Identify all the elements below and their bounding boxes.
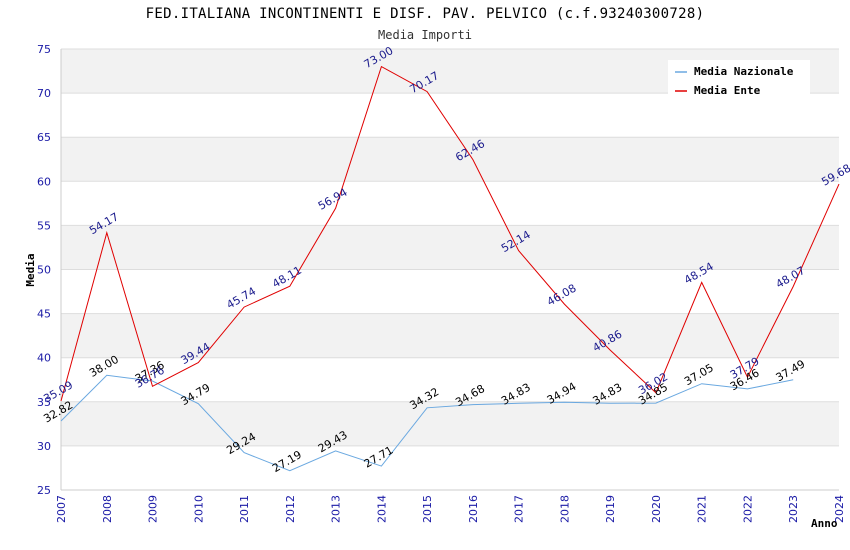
y-tick-label: 35 — [37, 396, 51, 409]
x-tick-label: 2019 — [604, 495, 617, 523]
y-tick-label: 60 — [37, 175, 51, 188]
y-tick-label: 25 — [37, 484, 51, 497]
plot-band — [61, 93, 839, 138]
y-tick-label: 40 — [37, 352, 51, 365]
x-tick-label: 2022 — [741, 495, 754, 523]
grid-lines — [60, 48, 839, 491]
plot-band — [61, 181, 839, 226]
y-tick-label: 65 — [37, 131, 51, 144]
plot-band — [61, 313, 839, 358]
x-tick-label: 2010 — [192, 495, 205, 523]
legend-label-media-ente: Media Ente — [694, 84, 761, 97]
y-axis-ticks: 25 30 35 40 45 50 55 60 65 70 75 — [37, 43, 51, 497]
x-tick-label: 2016 — [467, 495, 480, 523]
x-tick-label: 2017 — [513, 495, 526, 523]
legend-label-media-nazionale: Media Nazionale — [694, 65, 794, 78]
y-axis-label: Media — [24, 253, 37, 286]
y-tick-label: 55 — [37, 219, 51, 232]
y-tick-label: 70 — [37, 87, 51, 100]
x-tick-label: 2007 — [55, 495, 68, 523]
chart-title: FED.ITALIANA INCONTINENTI E DISF. PAV. P… — [146, 6, 705, 22]
x-axis-label: Anno — [811, 517, 838, 530]
series-line-media-ente — [60, 65, 840, 402]
x-tick-label: 2012 — [284, 495, 297, 523]
x-tick-label: 2018 — [558, 495, 571, 523]
x-axis-ticks: 2007 2008 2009 2010 2011 2012 2013 2014 2015 2016… — [55, 495, 846, 523]
x-tick-label: 2009 — [147, 495, 160, 523]
x-tick-label: 2011 — [238, 495, 251, 523]
legend-box — [668, 60, 810, 98]
plot-background — [61, 49, 839, 490]
x-tick-label: 2020 — [650, 495, 663, 523]
x-tick-label: 2021 — [696, 495, 709, 523]
legend: Media Nazionale Media Ente — [668, 60, 810, 98]
x-tick-label: 2024 — [833, 495, 846, 523]
plot-band — [61, 357, 839, 402]
y-tick-label: 50 — [37, 264, 51, 277]
plot-band — [61, 445, 839, 490]
series-line-media-nazionale — [60, 374, 794, 472]
chart-subtitle: Media Importi — [378, 28, 472, 42]
plot-band — [61, 225, 839, 270]
x-tick-label: 2013 — [330, 495, 343, 523]
x-tick-label: 2008 — [101, 495, 114, 523]
plot-band — [61, 401, 839, 446]
y-tick-label: 75 — [37, 43, 51, 56]
x-tick-label: 2014 — [375, 495, 388, 523]
x-tick-label: 2023 — [787, 495, 800, 523]
y-tick-label: 30 — [37, 440, 51, 453]
series-lines — [60, 65, 840, 472]
plot-band — [61, 137, 839, 182]
x-tick-label: 2015 — [421, 495, 434, 523]
plot-band — [61, 269, 839, 314]
y-tick-label: 45 — [37, 308, 51, 321]
